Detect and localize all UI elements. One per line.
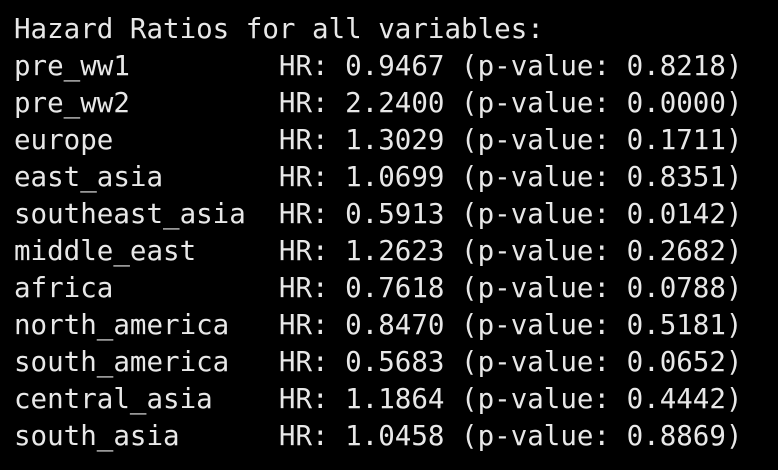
output-line: pre_ww2 HR: 2.2400 (p-value: 0.0000) — [14, 87, 743, 119]
header-line: Hazard Ratios for all variables: — [14, 13, 544, 45]
output-line: south_america HR: 0.5683 (p-value: 0.065… — [14, 346, 743, 378]
output-line: central_asia HR: 1.1864 (p-value: 0.4442… — [14, 383, 743, 415]
output-line: pre_ww1 HR: 0.9467 (p-value: 0.8218) — [14, 50, 743, 82]
output-line: europe HR: 1.3029 (p-value: 0.1711) — [14, 124, 743, 156]
output-line: africa HR: 0.7618 (p-value: 0.0788) — [14, 272, 743, 304]
output-line: east_asia HR: 1.0699 (p-value: 0.8351) — [14, 161, 743, 193]
output-line: southeast_asia HR: 0.5913 (p-value: 0.01… — [14, 198, 743, 230]
output-line: north_america HR: 0.8470 (p-value: 0.518… — [14, 309, 743, 341]
output-line: middle_east HR: 1.2623 (p-value: 0.2682) — [14, 235, 743, 267]
output-line: south_asia HR: 1.0458 (p-value: 0.8869) — [14, 420, 743, 452]
